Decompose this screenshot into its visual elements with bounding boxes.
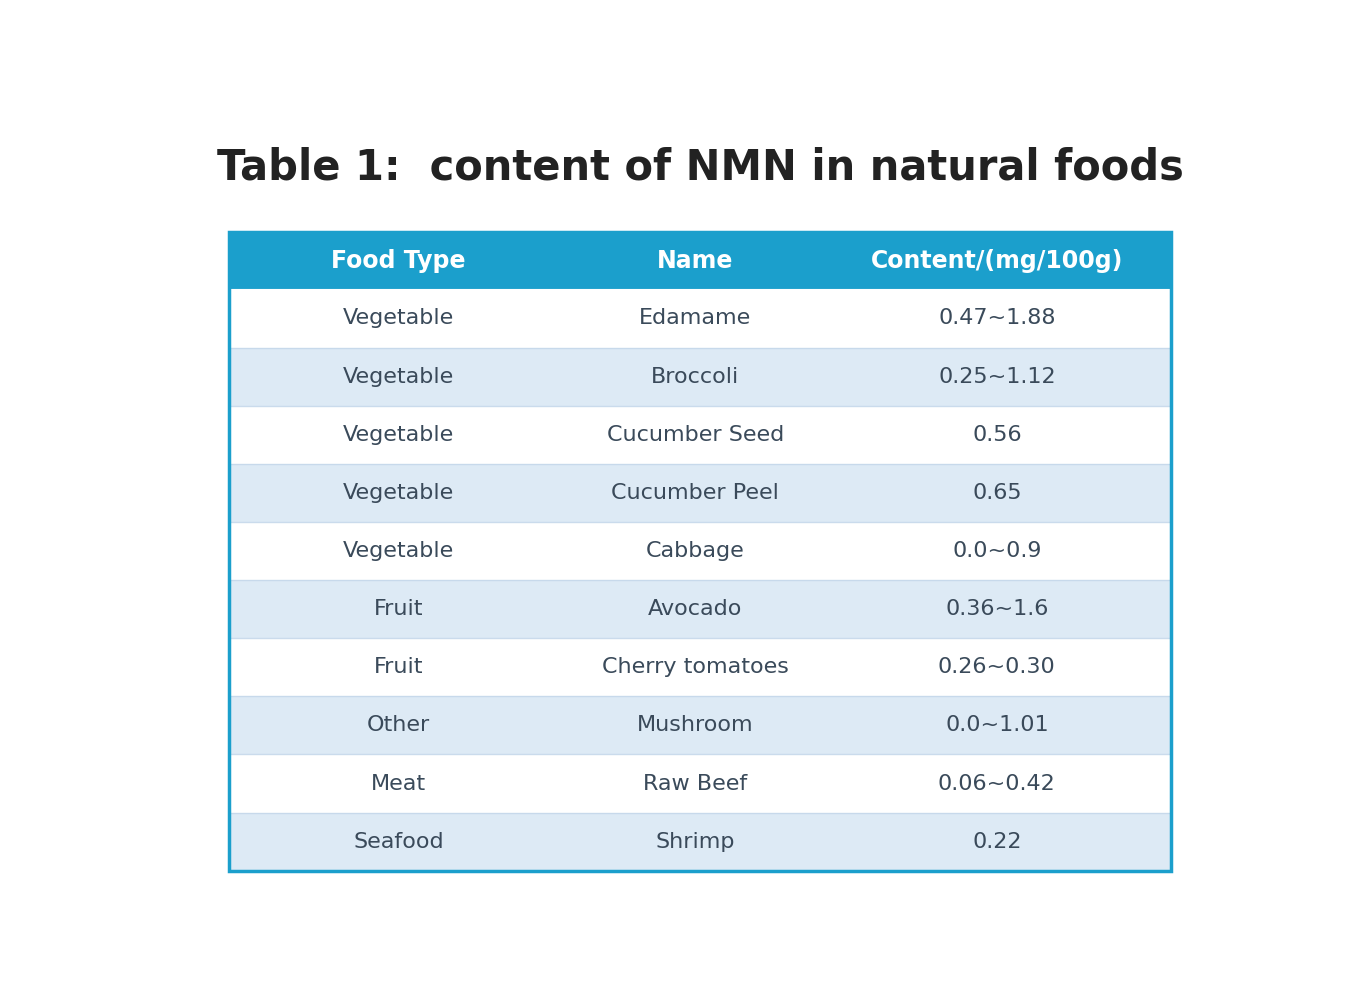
Text: Vegetable: Vegetable (343, 541, 455, 561)
Text: 0.0~0.9: 0.0~0.9 (952, 541, 1042, 561)
Bar (229, 813, 1171, 871)
Bar (229, 348, 1171, 406)
Text: 0.65: 0.65 (973, 483, 1022, 503)
Text: Vegetable: Vegetable (343, 308, 455, 328)
Text: Cherry tomatoes: Cherry tomatoes (602, 657, 788, 677)
Text: Food Type: Food Type (332, 249, 466, 273)
Bar (229, 754, 1171, 813)
Bar (229, 232, 1171, 289)
Bar (229, 289, 1171, 348)
Text: Vegetable: Vegetable (343, 425, 455, 445)
Text: 0.22: 0.22 (973, 832, 1022, 852)
Text: 0.47~1.88: 0.47~1.88 (938, 308, 1056, 328)
Text: Broccoli: Broccoli (652, 367, 739, 387)
Text: Avocado: Avocado (649, 599, 743, 619)
Text: 0.25~1.12: 0.25~1.12 (938, 367, 1056, 387)
Text: Fruit: Fruit (374, 657, 423, 677)
Text: Seafood: Seafood (354, 832, 444, 852)
Bar (229, 232, 1171, 871)
Text: Fruit: Fruit (374, 599, 423, 619)
Bar (229, 406, 1171, 464)
Bar (229, 580, 1171, 638)
Text: Raw Beef: Raw Beef (643, 774, 747, 794)
Text: Vegetable: Vegetable (343, 367, 455, 387)
Bar (229, 464, 1171, 522)
Text: Cucumber Seed: Cucumber Seed (607, 425, 784, 445)
Text: Content/(mg/100g): Content/(mg/100g) (870, 249, 1123, 273)
Text: Cabbage: Cabbage (646, 541, 744, 561)
Bar (229, 696, 1171, 754)
Text: Cucumber Peel: Cucumber Peel (612, 483, 779, 503)
Text: 0.06~0.42: 0.06~0.42 (938, 774, 1056, 794)
Text: Other: Other (367, 715, 430, 735)
Text: Edamame: Edamame (639, 308, 751, 328)
Text: 0.26~0.30: 0.26~0.30 (938, 657, 1056, 677)
Text: Shrimp: Shrimp (656, 832, 735, 852)
Bar (229, 522, 1171, 580)
Text: Name: Name (657, 249, 734, 273)
Text: 0.56: 0.56 (973, 425, 1022, 445)
Text: 0.0~1.01: 0.0~1.01 (945, 715, 1049, 735)
Text: 0.36~1.6: 0.36~1.6 (945, 599, 1049, 619)
Text: Vegetable: Vegetable (343, 483, 455, 503)
Bar (229, 638, 1171, 696)
Text: Mushroom: Mushroom (637, 715, 754, 735)
Text: Table 1:  content of NMN in natural foods: Table 1: content of NMN in natural foods (217, 147, 1183, 189)
Text: Meat: Meat (372, 774, 426, 794)
